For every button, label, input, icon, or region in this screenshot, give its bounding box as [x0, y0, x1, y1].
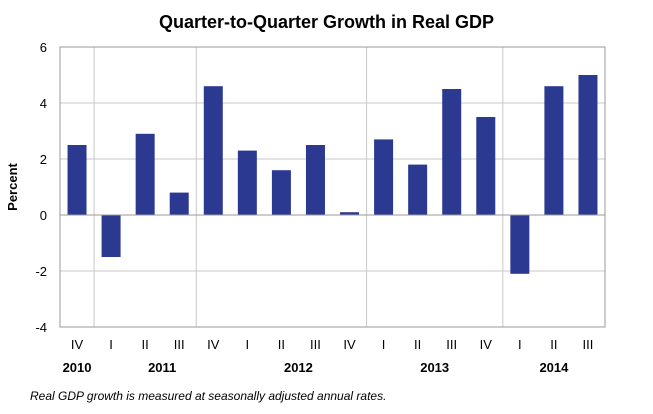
- bar: [578, 75, 598, 215]
- x-tick-label: III: [446, 337, 457, 352]
- y-axis-label: Percent: [5, 162, 20, 210]
- bar: [203, 86, 223, 215]
- bar: [340, 212, 360, 215]
- x-tick-label: II: [550, 337, 557, 352]
- year-label: 2011: [148, 360, 176, 375]
- y-tick-label: 6: [40, 40, 47, 55]
- plot-border: [59, 46, 606, 328]
- x-tick-label: IV: [71, 337, 84, 352]
- bar: [544, 86, 564, 215]
- footnote: Real GDP growth is measured at seasonall…: [30, 389, 387, 403]
- x-tick-label: II: [414, 337, 421, 352]
- y-tick-label: -2: [35, 264, 47, 279]
- bar: [442, 89, 462, 215]
- x-tick-label: I: [109, 337, 113, 352]
- bar: [408, 164, 428, 215]
- bar: [67, 145, 87, 215]
- year-label: 2013: [420, 360, 449, 375]
- year-label: 2014: [539, 360, 569, 375]
- x-tick-label: I: [246, 337, 250, 352]
- x-tick-label: III: [174, 337, 185, 352]
- year-label: 2012: [284, 360, 313, 375]
- chart-title: Quarter-to-Quarter Growth in Real GDP: [158, 12, 495, 32]
- bar: [101, 215, 121, 257]
- bar: [237, 150, 257, 215]
- bar: [305, 145, 325, 215]
- x-tick-label: I: [382, 337, 386, 352]
- y-tick-label: 4: [40, 96, 47, 111]
- y-tick-label: 0: [40, 208, 47, 223]
- year-label: 2010: [63, 360, 92, 375]
- x-tick-label: IV: [207, 337, 220, 352]
- x-tick-label: III: [583, 337, 594, 352]
- y-tick-label: 2: [40, 152, 47, 167]
- x-tick-label: III: [310, 337, 321, 352]
- bar: [135, 133, 155, 215]
- bar: [169, 192, 189, 215]
- bar-layer: [67, 75, 598, 274]
- x-tick-label: IV: [343, 337, 356, 352]
- x-tick-label: II: [142, 337, 149, 352]
- x-tick-label: II: [278, 337, 285, 352]
- bar: [374, 139, 394, 215]
- x-tick-label: IV: [480, 337, 493, 352]
- bar: [510, 215, 530, 274]
- x-tick-label: I: [518, 337, 522, 352]
- bar: [476, 117, 496, 215]
- y-tick-label: -4: [35, 320, 47, 335]
- bar: [271, 170, 291, 215]
